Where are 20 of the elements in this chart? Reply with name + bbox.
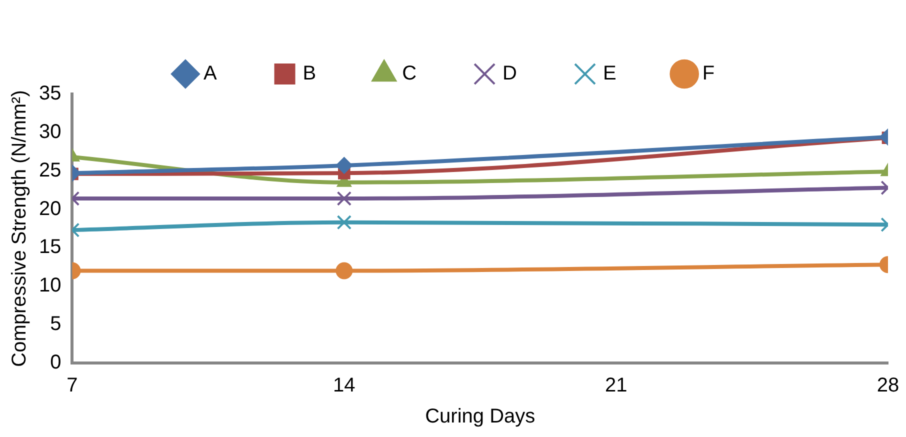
x-tick-label: 7 xyxy=(66,374,78,397)
legend-label: A xyxy=(203,62,218,85)
legend-label: B xyxy=(302,62,316,85)
y-tick-label: 0 xyxy=(50,352,62,374)
y-tick-label: 25 xyxy=(38,159,62,182)
legend-label: F xyxy=(702,62,715,85)
y-tick-label: 20 xyxy=(38,198,62,220)
y-tick-label: 10 xyxy=(38,274,62,297)
legend-label: D xyxy=(502,62,518,85)
legend-label: C xyxy=(402,62,417,85)
legend-label: E xyxy=(603,62,616,85)
y-tick-label: 35 xyxy=(38,82,62,105)
x-tick-label: 21 xyxy=(604,374,628,397)
y-tick-label: 30 xyxy=(38,120,62,143)
x-axis-title: Curing Days xyxy=(425,406,536,428)
y-axis-title: Compressive Strength (N/mm²) xyxy=(8,90,31,367)
x-tick-label: 14 xyxy=(333,374,356,397)
y-tick-label: 5 xyxy=(50,313,62,336)
y-tick-label: 15 xyxy=(38,236,62,258)
x-tick-label: 28 xyxy=(876,374,900,397)
